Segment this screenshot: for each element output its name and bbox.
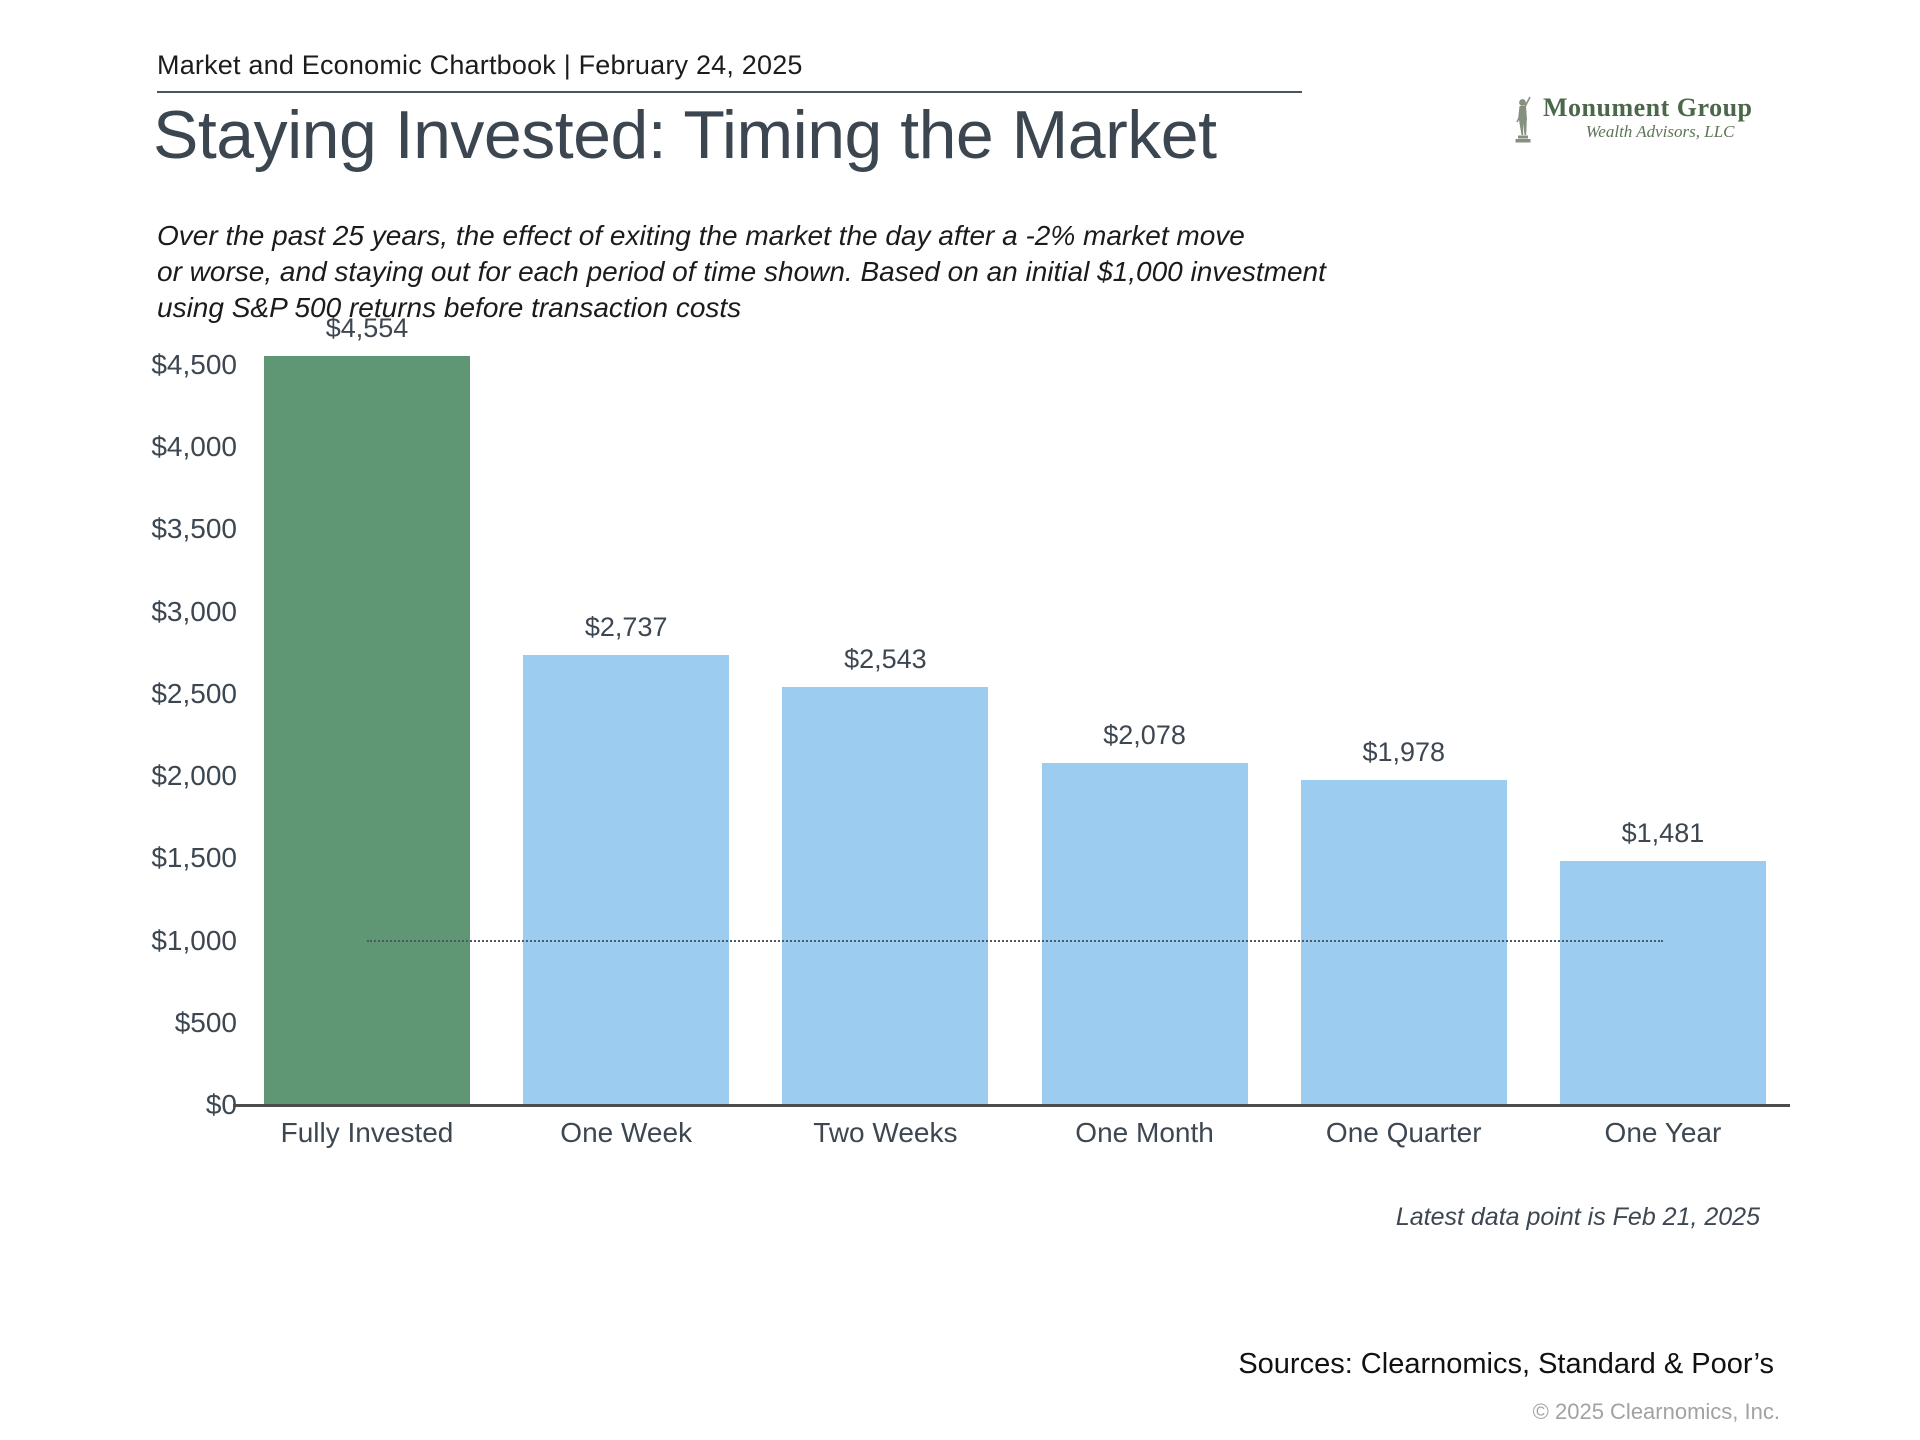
bar-value-label: $4,554 — [325, 313, 409, 344]
copyright-note: © 2025 Clearnomics, Inc. — [1532, 1399, 1780, 1424]
x-tick-label: Two Weeks — [813, 1117, 958, 1148]
y-tick-label: $0 — [205, 1089, 237, 1120]
bar-value-label: $2,078 — [1103, 720, 1186, 751]
y-tick-label: $1,500 — [151, 842, 237, 874]
bar-value-label: $1,978 — [1362, 736, 1446, 767]
y-tick-label: $1,000 — [151, 924, 237, 956]
plot-area: $4,554 $2,737 $2,543 $2,078 $1,978 $1,481 — [240, 313, 1790, 1105]
logo-name: Monument Group — [1543, 93, 1753, 122]
y-tick-label: $3,000 — [151, 595, 237, 627]
y-tick-label: $3,500 — [151, 513, 237, 545]
x-axis-baseline — [233, 1104, 1790, 1107]
y-axis: $0 $500 $1,000 $1,500 $2,000 $2,500 $3,000 $3,5… — [30, 345, 237, 1120]
logo-subtitle: Wealth Advisors, LLC — [1585, 122, 1735, 141]
latest-data-note: Latest data point is Feb 21, 2025 — [1395, 1203, 1760, 1231]
y-tick-label: $500 — [174, 1006, 237, 1038]
x-tick-label: One Month — [1075, 1117, 1214, 1148]
sources-note: Sources: Clearnomics, Standard & Poor’s — [1238, 1348, 1774, 1380]
bar-one-year: $1,481 — [1559, 818, 1766, 1105]
bar-fully-invested: $4,554 — [264, 313, 470, 1105]
report-header: Market and Economic Chartbook | February… — [157, 50, 803, 80]
y-tick-label: $2,000 — [151, 760, 237, 792]
bar-one-month: $2,078 — [1041, 720, 1248, 1105]
bar-value-label: $2,737 — [584, 611, 668, 642]
y-tick-label: $2,500 — [151, 677, 237, 709]
minuteman-statue-icon — [1510, 94, 1543, 149]
bars-container: $4,554 $2,737 $2,543 $2,078 $1,978 $1,481 — [240, 313, 1790, 1105]
x-tick-label: One Year — [1604, 1117, 1722, 1148]
bar-value-label: $2,543 — [844, 643, 927, 674]
x-tick-label: One Week — [560, 1117, 693, 1148]
subtitle-line: or worse, and staying out for each perio… — [157, 256, 1326, 287]
initial-investment-reference-line — [367, 939, 1663, 942]
bar-value-label: $1,481 — [1621, 818, 1705, 849]
subtitle-line: using S&P 500 returns before transaction… — [157, 292, 742, 323]
header-divider — [157, 91, 1302, 93]
subtitle-line: Over the past 25 years, the effect of ex… — [157, 220, 1245, 251]
bar-one-quarter: $1,978 — [1300, 737, 1507, 1105]
page-title: Staying Invested: Timing the Market — [153, 97, 1217, 173]
bar-two-weeks: $2,543 — [782, 644, 989, 1105]
x-axis-labels: Fully Invested One Week Two Weeks One Month… — [240, 1117, 1790, 1149]
y-tick-label: $4,000 — [151, 431, 237, 463]
x-tick-label: One Quarter — [1325, 1117, 1482, 1148]
y-tick-label: $4,500 — [151, 349, 237, 380]
chart-subtitle: Over the past 25 years, the effect of ex… — [157, 218, 1326, 326]
x-tick-label: Fully Invested — [280, 1117, 454, 1148]
company-logo: Monument Group Wealth Advisors, LLC — [1510, 94, 1753, 149]
bar-one-week: $2,737 — [523, 612, 730, 1105]
